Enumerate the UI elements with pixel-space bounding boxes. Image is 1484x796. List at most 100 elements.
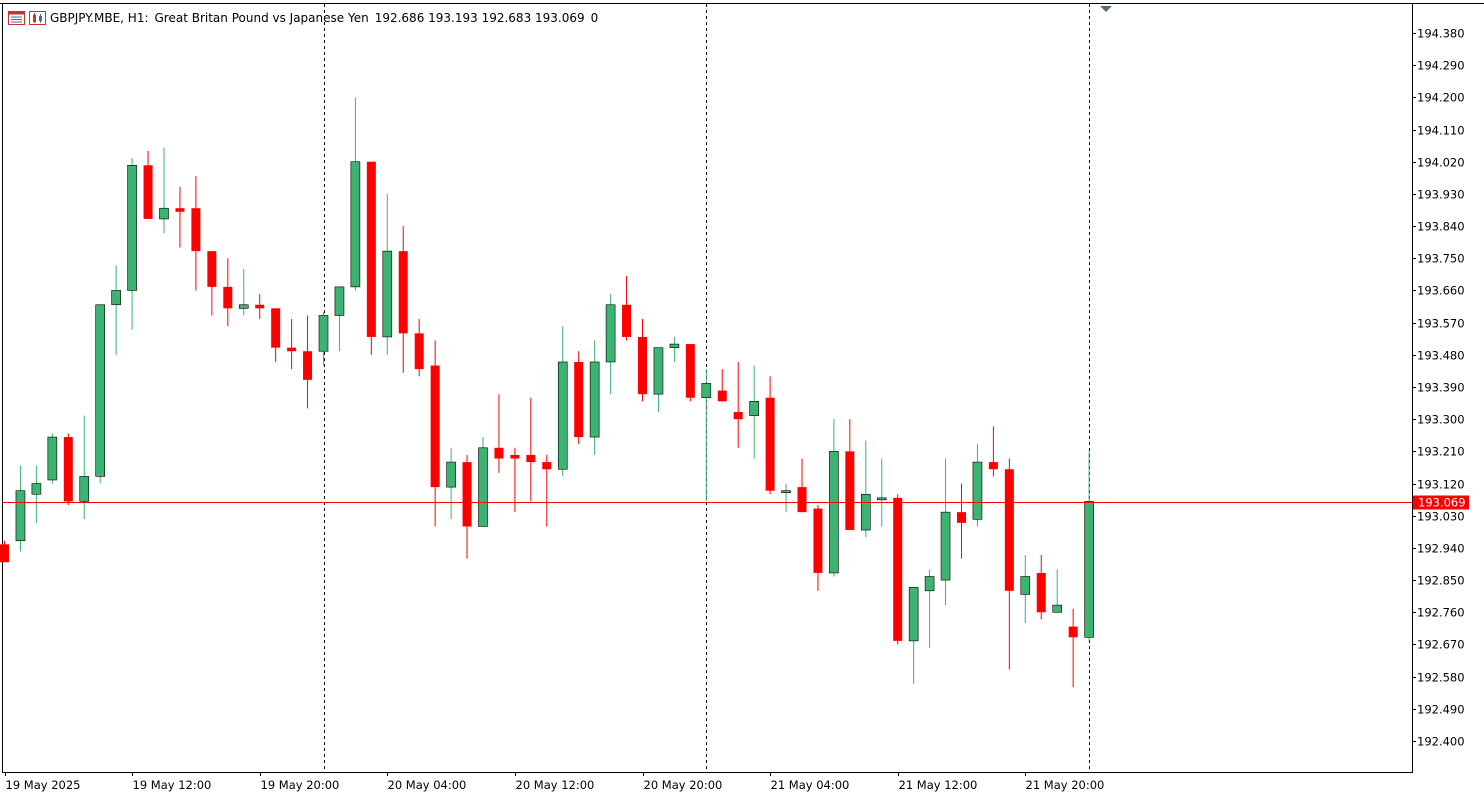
candle[interactable] bbox=[494, 394, 504, 473]
price-axis: 194.380 194.290 194.200 194.110 194.020 193.9… bbox=[1412, 27, 1469, 749]
candle[interactable] bbox=[542, 454, 552, 527]
candle[interactable] bbox=[653, 347, 664, 413]
candle[interactable] bbox=[191, 176, 201, 291]
candle-body bbox=[366, 161, 376, 337]
candle[interactable] bbox=[462, 454, 472, 559]
candle-body bbox=[143, 165, 153, 219]
chart-grid-icon[interactable] bbox=[8, 11, 25, 25]
candle[interactable] bbox=[957, 483, 966, 559]
candle[interactable] bbox=[478, 437, 488, 527]
candle[interactable] bbox=[175, 186, 185, 248]
time-tick-label: 19 May 12:00 bbox=[133, 778, 212, 792]
candle[interactable] bbox=[143, 151, 153, 219]
candle[interactable] bbox=[781, 483, 791, 513]
candle[interactable] bbox=[398, 226, 408, 373]
candle[interactable] bbox=[876, 458, 887, 527]
candle[interactable] bbox=[924, 569, 935, 649]
scroll-marker-icon[interactable] bbox=[1100, 6, 1112, 12]
candle[interactable] bbox=[589, 340, 600, 455]
candle[interactable] bbox=[238, 269, 249, 316]
candle[interactable] bbox=[685, 344, 695, 402]
candle-body bbox=[669, 343, 680, 348]
candle[interactable] bbox=[622, 276, 632, 341]
candle[interactable] bbox=[63, 433, 73, 505]
candle[interactable] bbox=[366, 161, 376, 355]
candle[interactable] bbox=[940, 458, 951, 606]
candle[interactable] bbox=[860, 440, 871, 538]
candle[interactable] bbox=[1004, 458, 1014, 670]
candle[interactable] bbox=[350, 97, 361, 291]
price-tick-label: 193.840 bbox=[1417, 220, 1465, 234]
candle-body bbox=[95, 304, 105, 477]
candle[interactable] bbox=[0, 540, 9, 563]
candle[interactable] bbox=[15, 465, 26, 552]
candle[interactable] bbox=[829, 419, 839, 577]
candle[interactable] bbox=[318, 311, 329, 366]
current-price-label: 193.069 bbox=[1413, 495, 1469, 510]
time-tick-label: 20 May 12:00 bbox=[516, 778, 595, 792]
candle[interactable] bbox=[717, 369, 727, 402]
candle[interactable] bbox=[159, 147, 169, 234]
candle[interactable] bbox=[414, 319, 424, 377]
candle-body bbox=[494, 447, 504, 459]
candle[interactable] bbox=[303, 315, 313, 409]
candle[interactable] bbox=[79, 415, 90, 520]
candle[interactable] bbox=[1084, 451, 1094, 641]
candle[interactable] bbox=[510, 447, 520, 513]
candle-body bbox=[622, 304, 632, 337]
candle[interactable] bbox=[1052, 569, 1062, 613]
candle[interactable] bbox=[255, 294, 265, 320]
candle-body bbox=[318, 315, 329, 352]
time-tick-label: 20 May 04:00 bbox=[388, 778, 467, 792]
candle[interactable] bbox=[733, 361, 743, 448]
candle[interactable] bbox=[95, 304, 105, 484]
candle[interactable] bbox=[605, 294, 616, 395]
candle[interactable] bbox=[223, 258, 233, 327]
symbol-description: Great Britan Pound vs Japanese Yen bbox=[154, 11, 369, 25]
candle[interactable] bbox=[893, 494, 903, 645]
candle[interactable] bbox=[430, 340, 440, 527]
candle-body bbox=[79, 476, 90, 502]
candle[interactable] bbox=[271, 308, 281, 362]
candle[interactable] bbox=[988, 426, 998, 477]
price-tick-label: 192.760 bbox=[1417, 606, 1465, 620]
candle[interactable] bbox=[1020, 555, 1031, 623]
candle[interactable] bbox=[526, 397, 536, 502]
candle[interactable] bbox=[638, 319, 647, 402]
candle[interactable] bbox=[334, 286, 345, 352]
candle[interactable] bbox=[813, 505, 823, 591]
candle[interactable] bbox=[287, 319, 297, 370]
candle[interactable] bbox=[972, 444, 983, 527]
candle-body bbox=[287, 347, 297, 352]
candle[interactable] bbox=[111, 265, 121, 355]
candle-body bbox=[733, 412, 743, 420]
candle[interactable] bbox=[446, 447, 456, 520]
candle[interactable] bbox=[845, 419, 855, 531]
volume-value: 0 bbox=[590, 11, 599, 25]
candle[interactable] bbox=[557, 326, 568, 477]
candle-body bbox=[334, 286, 345, 316]
candle[interactable] bbox=[47, 433, 58, 484]
chart-candle-icon[interactable] bbox=[29, 11, 46, 25]
candle-body bbox=[829, 451, 839, 574]
price-tick-label: 193.390 bbox=[1417, 381, 1465, 395]
time-tick-label: 20 May 20:00 bbox=[644, 778, 723, 792]
candle[interactable] bbox=[1068, 608, 1078, 688]
candle[interactable] bbox=[797, 458, 807, 513]
candle-body bbox=[510, 454, 520, 459]
candle[interactable] bbox=[669, 336, 680, 362]
candle-body bbox=[876, 497, 887, 501]
candle[interactable] bbox=[1036, 555, 1046, 620]
candle[interactable] bbox=[207, 251, 217, 316]
candle[interactable] bbox=[908, 586, 919, 684]
candle[interactable] bbox=[574, 351, 584, 445]
candle[interactable] bbox=[701, 369, 712, 502]
chart-info-bar: GBPJPY.MBE, H1: Great Britan Pound vs Ja… bbox=[8, 8, 604, 28]
candle[interactable] bbox=[31, 465, 42, 523]
candle[interactable] bbox=[382, 193, 393, 355]
candle[interactable] bbox=[765, 376, 775, 495]
candle-body bbox=[1036, 572, 1046, 613]
candle[interactable] bbox=[127, 158, 137, 330]
candle[interactable] bbox=[749, 365, 759, 459]
